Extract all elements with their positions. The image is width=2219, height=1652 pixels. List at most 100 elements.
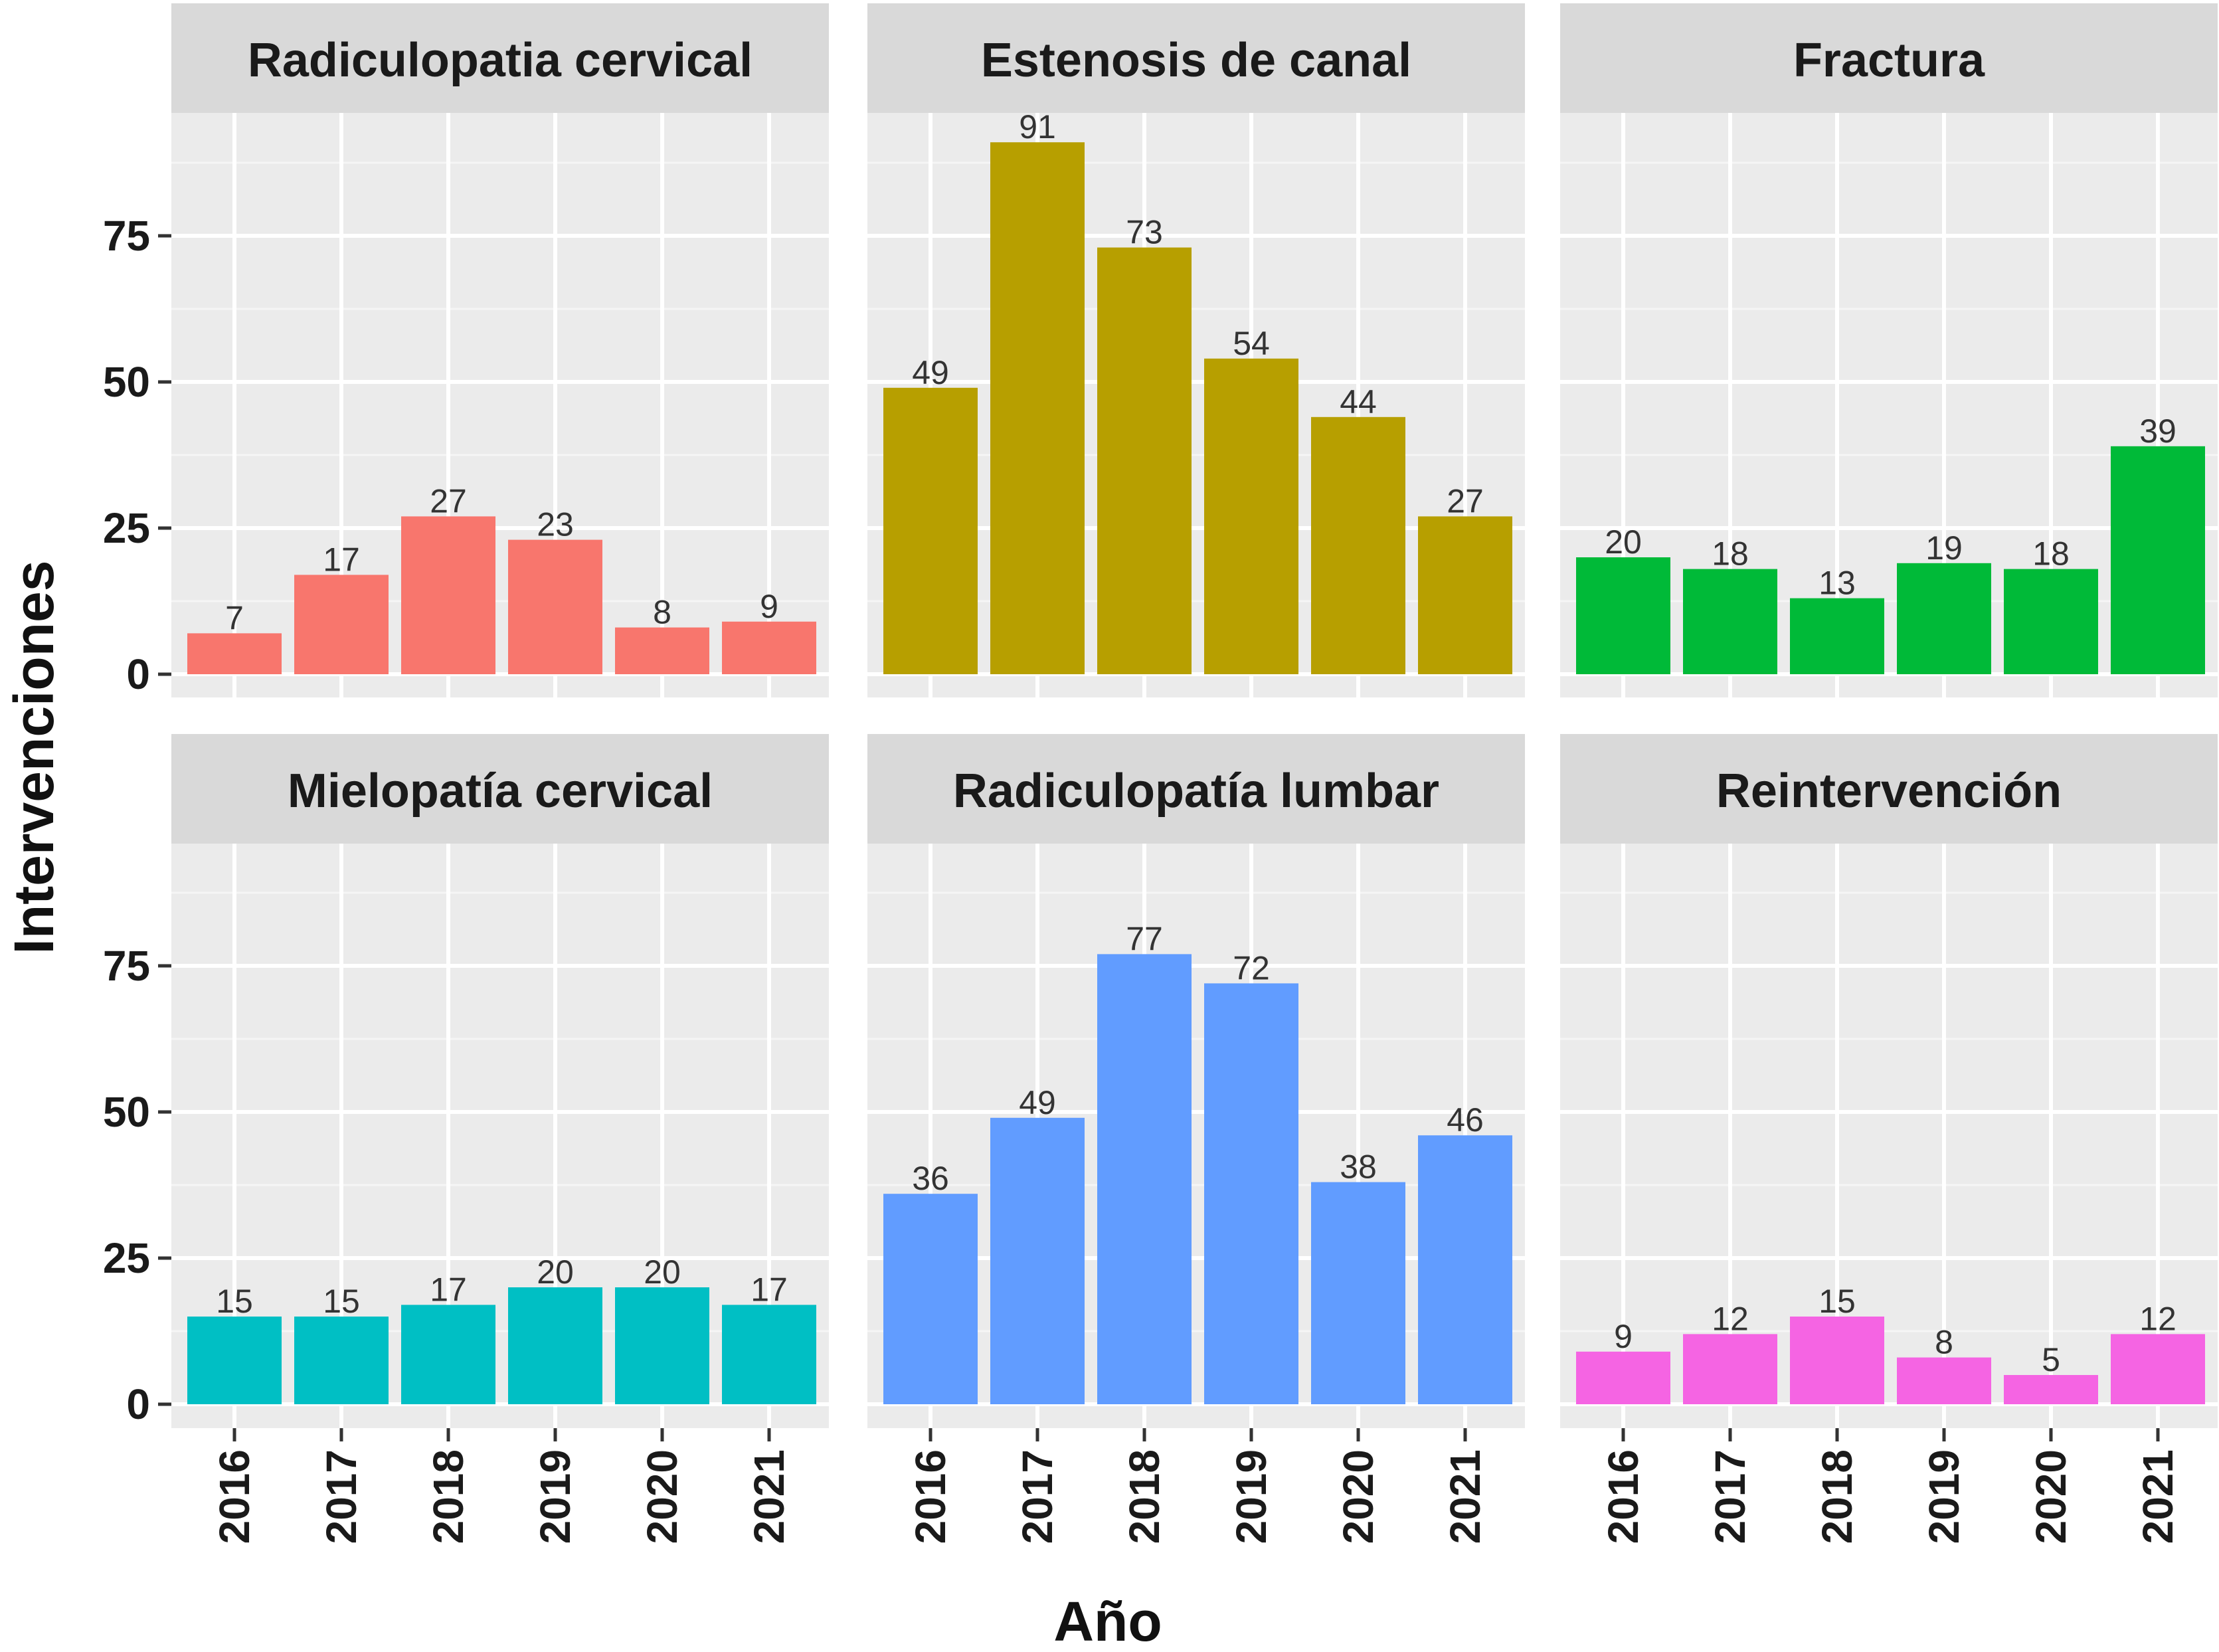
facet-5-bar-2021 xyxy=(1418,1135,1512,1404)
facet-2-strip-label: Estenosis de canal xyxy=(981,34,1411,87)
facet-4-strip xyxy=(171,734,829,844)
facet-6-bar-label-2020: 5 xyxy=(2042,1341,2060,1378)
facet-1-bar-2021 xyxy=(722,621,816,674)
facet-6-x-tick-label-2018: 2018 xyxy=(1813,1449,1861,1544)
facet-2-bar-label-2019: 54 xyxy=(1233,325,1270,362)
facet-2-bar-2021 xyxy=(1418,516,1512,674)
facet-4-x-tick-label-2018: 2018 xyxy=(424,1449,472,1544)
facet-5-x-tick-label-2017: 2017 xyxy=(1014,1449,1061,1544)
facet-6-x-tick-label-2016: 2016 xyxy=(1599,1449,1647,1544)
facet-5-x-tick-label-2016: 2016 xyxy=(907,1449,954,1544)
facet-6-bar-label-2021: 12 xyxy=(2139,1300,2176,1337)
facet-4-bar-label-2019: 20 xyxy=(537,1253,574,1291)
facet-5-bar-label-2020: 38 xyxy=(1340,1148,1377,1186)
facet-6-bar-2016 xyxy=(1576,1351,1670,1404)
facet-5-bar-2020 xyxy=(1311,1182,1405,1404)
facet-3-bar-label-2017: 18 xyxy=(1712,535,1749,573)
facet-4-bar-label-2021: 17 xyxy=(751,1271,788,1308)
y-tick-label-row1-75: 75 xyxy=(103,212,150,260)
facet-1-strip-label: Radiculopatia cervical xyxy=(248,34,753,87)
facet-4-bar-2016 xyxy=(187,1317,282,1404)
facet-4-x-tick-label-2019: 2019 xyxy=(531,1449,579,1544)
facet-2-bar-label-2018: 73 xyxy=(1126,214,1163,251)
facet-4-bar-label-2017: 15 xyxy=(323,1283,360,1320)
facet-3-bar-label-2018: 13 xyxy=(1819,565,1856,602)
facet-2-bar-label-2016: 49 xyxy=(912,354,949,391)
facet-2-bar-2018 xyxy=(1097,247,1192,675)
y-tick-label-row2-0: 0 xyxy=(126,1380,150,1428)
facet-4-bar-label-2016: 15 xyxy=(216,1283,253,1320)
facet-6-bar-2018 xyxy=(1790,1317,1884,1404)
facet-5-bar-2019 xyxy=(1204,983,1298,1404)
facet-5-bar-label-2019: 72 xyxy=(1233,949,1270,986)
y-tick-label-row2-75: 75 xyxy=(103,942,150,990)
facet-6-bar-label-2016: 9 xyxy=(1614,1318,1633,1355)
facet-3-bar-label-2021: 39 xyxy=(2139,413,2176,450)
facet-1-bar-2020 xyxy=(615,627,709,674)
facet-3-bar-2016 xyxy=(1576,557,1670,674)
facet-6-bar-2021 xyxy=(2111,1334,2205,1404)
facet-1-bar-2017 xyxy=(294,575,389,674)
facet-2-bar-label-2017: 91 xyxy=(1019,108,1056,145)
facet-1-bar-label-2019: 23 xyxy=(537,506,574,543)
facet-4-x-tick-label-2016: 2016 xyxy=(211,1449,258,1544)
facet-4-bar-label-2018: 17 xyxy=(430,1271,467,1308)
facet-4-bar-2021 xyxy=(722,1305,816,1404)
facet-4-x-tick-label-2017: 2017 xyxy=(317,1449,365,1544)
facet-6-bar-2017 xyxy=(1683,1334,1777,1404)
y-tick-label-row2-50: 50 xyxy=(103,1088,150,1136)
facet-3-bar-2017 xyxy=(1683,569,1777,674)
facet-6-bar-label-2017: 12 xyxy=(1712,1300,1749,1337)
facet-6-bar-label-2019: 8 xyxy=(1935,1324,1953,1361)
facet-4-x-tick-label-2021: 2021 xyxy=(745,1449,793,1544)
facet-5-x-tick-label-2021: 2021 xyxy=(1441,1449,1489,1544)
y-axis-title: Intervenciones xyxy=(3,561,65,955)
facet-3-bar-label-2020: 18 xyxy=(2032,535,2070,573)
facet-6-x-tick-label-2017: 2017 xyxy=(1706,1449,1754,1544)
facet-5-bar-label-2017: 49 xyxy=(1019,1084,1056,1121)
facet-2-bar-2016 xyxy=(883,387,978,674)
facet-5-strip xyxy=(867,734,1525,844)
y-tick-label-row1-25: 25 xyxy=(103,504,150,552)
facet-3-bar-2020 xyxy=(2004,569,2098,674)
facet-5-bar-2017 xyxy=(990,1117,1085,1404)
facet-1-panel xyxy=(171,113,829,697)
facet-5-bar-label-2018: 77 xyxy=(1126,920,1163,957)
facet-5-bar-label-2021: 46 xyxy=(1447,1101,1484,1139)
facet-4-bar-2019 xyxy=(508,1287,602,1404)
facet-6-x-tick-label-2019: 2019 xyxy=(1920,1449,1968,1544)
facet-1-bar-label-2021: 9 xyxy=(760,588,778,625)
facet-3-bar-2018 xyxy=(1790,598,1884,674)
facet-5-x-tick-label-2019: 2019 xyxy=(1227,1449,1275,1544)
facet-2-bar-label-2020: 44 xyxy=(1340,383,1377,420)
y-tick-label-row2-25: 25 xyxy=(103,1234,150,1282)
facet-4-x-tick-label-2020: 2020 xyxy=(638,1449,686,1544)
facet-1-bar-label-2020: 8 xyxy=(653,594,671,631)
facet-1-bar-label-2016: 7 xyxy=(225,599,244,636)
y-tick-label-row1-0: 0 xyxy=(126,650,150,698)
facet-3-bar-label-2016: 20 xyxy=(1605,523,1642,561)
facet-4-bar-2017 xyxy=(294,1317,389,1404)
facet-1-bar-2016 xyxy=(187,633,282,674)
facet-6-strip xyxy=(1560,734,2218,844)
facet-1-bar-label-2017: 17 xyxy=(323,541,360,578)
facet-5-x-tick-label-2018: 2018 xyxy=(1120,1449,1168,1544)
facet-4-bar-2020 xyxy=(615,1287,709,1404)
facet-4-bar-2018 xyxy=(401,1305,495,1404)
facet-1-bar-2019 xyxy=(508,539,602,674)
facet-5-bar-2018 xyxy=(1097,954,1192,1404)
facet-6-x-tick-label-2020: 2020 xyxy=(2027,1449,2075,1544)
facet-2-strip xyxy=(867,3,1525,113)
x-axis-title: Año xyxy=(1053,1590,1162,1649)
facet-5-x-tick-label-2020: 2020 xyxy=(1334,1449,1382,1544)
facet-1-strip xyxy=(171,3,829,113)
facet-6-bar-2019 xyxy=(1897,1357,1991,1404)
facet-3-bar-label-2019: 19 xyxy=(1925,529,1963,567)
facet-5-bar-label-2016: 36 xyxy=(912,1160,949,1197)
facet-6-strip-label: Reintervención xyxy=(1716,765,2062,818)
facet-2-bar-2020 xyxy=(1311,416,1405,674)
facet-2-bar-2017 xyxy=(990,142,1085,674)
facet-5-bar-2016 xyxy=(883,1194,978,1404)
facet-1-bar-2018 xyxy=(401,516,495,674)
